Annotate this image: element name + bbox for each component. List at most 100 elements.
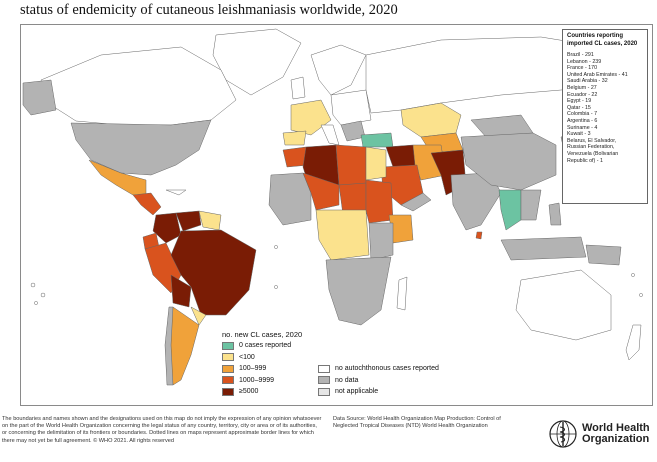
colombia <box>152 212 182 244</box>
world-map-svg <box>22 28 643 386</box>
argentina <box>168 306 200 386</box>
paraguay <box>190 306 207 326</box>
legend-swatch <box>318 376 330 385</box>
legend-label: not applicable <box>335 388 379 396</box>
legend-item-100-999: 100–999 <box>222 363 291 375</box>
legend-item-not-applicable: not applicable <box>318 386 439 398</box>
who-emblem-icon <box>549 420 577 448</box>
spain <box>282 130 307 146</box>
legend-label: 100–999 <box>239 365 267 373</box>
papua <box>585 244 622 266</box>
brazil <box>170 229 257 316</box>
map-legend: no. new CL cases, 2020 0 cases reported … <box>222 330 482 404</box>
philippines <box>548 202 562 226</box>
imported-case-item: Saudi Arabia - 32 <box>567 78 608 85</box>
australia <box>515 269 612 341</box>
east-africa <box>368 222 394 261</box>
legend-swatch <box>318 387 330 396</box>
legend-left-column: 0 cases reported <100 100–999 1000–9999 … <box>222 340 291 398</box>
map-title: status of endemicity of cutaneous leishm… <box>20 2 398 18</box>
island-2 <box>40 292 46 298</box>
island-4 <box>274 245 278 249</box>
world-map <box>20 24 653 406</box>
venezuela <box>175 210 202 232</box>
canada <box>40 46 237 126</box>
imported-case-item: Brazil - 291 <box>567 52 594 58</box>
indochina <box>520 189 542 221</box>
legend-item-ge5000: ≥5000 <box>222 386 291 398</box>
imported-cases-box: Countries reporting imported CL cases, 2… <box>562 29 648 204</box>
libya <box>335 144 367 186</box>
legend-item-lt100: <100 <box>222 352 291 364</box>
who-name: World Health Organization <box>582 423 650 445</box>
legend-label: ≥5000 <box>239 388 259 396</box>
island-6 <box>631 273 635 277</box>
eastern-europe <box>330 89 372 126</box>
central-america <box>132 192 162 216</box>
legend-item-no-autochthonous: no autochthonous cases reported <box>318 363 439 375</box>
mali-niger <box>302 172 340 211</box>
legend-label: no data <box>335 376 359 384</box>
data-source-text: Data Source: World Health Organization M… <box>333 416 501 430</box>
imported-case-item: Egypt - 19 <box>567 98 592 105</box>
legend-label: 0 cases reported <box>239 342 292 350</box>
indonesia <box>500 236 587 261</box>
legend-item-zero: 0 cases reported <box>222 340 291 352</box>
imported-case-item: Ecuador - 22 <box>567 91 598 98</box>
imported-case-item: Kuwait - 3 <box>567 131 591 138</box>
sudan <box>365 179 394 224</box>
imported-cases-list: Brazil - 291 Lebanon - 239 France - 170 … <box>567 52 643 164</box>
imported-case-item: United Arab Emirates - 41 <box>567 71 628 78</box>
imported-case-item: Republic of) - 1 <box>567 157 603 164</box>
legend-label: <100 <box>239 353 255 361</box>
imported-case-item: Lebanon - 239 <box>567 58 602 65</box>
imported-case-item: Suriname - 4 <box>567 124 598 131</box>
syria-iraq <box>385 144 418 168</box>
sri-lanka <box>475 231 483 240</box>
imported-case-item: Venezuela (Bolivarian <box>567 150 619 157</box>
western-europe <box>290 99 332 136</box>
egypt <box>365 146 387 181</box>
island-3 <box>34 301 38 305</box>
imported-case-item: Qatar - 15 <box>567 104 591 111</box>
china <box>460 132 557 191</box>
disclaimer-text: The boundaries and names shown and the d… <box>2 416 322 444</box>
alaska <box>22 79 57 116</box>
who-name-line1: World Health <box>582 422 650 434</box>
imported-case-item: France - 170 <box>567 65 598 72</box>
yemen-oman <box>400 192 432 212</box>
legend-swatch <box>222 341 234 350</box>
imported-case-item: Belgium - 27 <box>567 84 597 91</box>
west-africa <box>268 172 312 226</box>
legend-swatch <box>222 353 234 362</box>
who-name-line2: Organization <box>582 433 650 445</box>
uk <box>290 76 306 100</box>
southern-africa <box>325 256 392 326</box>
madagascar <box>396 276 408 311</box>
usa <box>70 119 212 176</box>
imported-case-item: Russian Federation, <box>567 144 615 151</box>
legend-swatch <box>318 364 330 373</box>
new-zealand <box>625 324 642 361</box>
legend-right-column: no autochthonous cases reported no data … <box>318 363 439 398</box>
myanmar-thailand <box>498 189 522 231</box>
legend-label: no autochthonous cases reported <box>335 365 439 373</box>
legend-item-no-data: no data <box>318 375 439 387</box>
guianas <box>198 210 222 231</box>
island-5 <box>274 285 278 289</box>
cuba <box>165 189 187 196</box>
legend-title: no. new CL cases, 2020 <box>222 330 303 339</box>
scandinavia <box>310 44 367 96</box>
imported-case-item: Colombia - 7 <box>567 111 598 118</box>
imported-case-item: Belarus, El Salvador, <box>567 137 617 144</box>
legend-swatch <box>222 376 234 385</box>
who-logo: World Health Organization <box>548 414 656 454</box>
legend-item-1000-9999: 1000–9999 <box>222 375 291 387</box>
greenland <box>212 28 302 96</box>
legend-label: 1000–9999 <box>239 376 275 384</box>
central-africa <box>315 209 370 261</box>
chile <box>164 306 174 386</box>
imported-cases-title: Countries reporting imported CL cases, 2… <box>567 33 638 47</box>
turkey <box>360 132 394 148</box>
island-7 <box>639 293 643 297</box>
